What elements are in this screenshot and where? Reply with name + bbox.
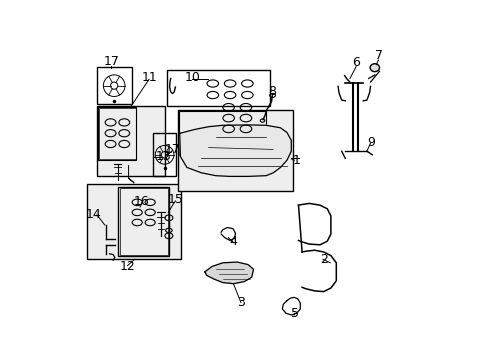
Text: 13: 13 bbox=[155, 150, 171, 163]
Bar bbox=[152, 133, 176, 176]
Text: 14: 14 bbox=[85, 208, 101, 221]
Text: 7: 7 bbox=[375, 49, 383, 62]
Text: 17: 17 bbox=[103, 55, 119, 68]
Text: 11: 11 bbox=[141, 71, 157, 84]
Text: 12: 12 bbox=[120, 260, 135, 273]
Bar bbox=[179, 111, 265, 155]
Bar bbox=[97, 67, 132, 104]
Polygon shape bbox=[179, 125, 291, 176]
Text: 10: 10 bbox=[184, 71, 200, 84]
Bar bbox=[87, 184, 181, 259]
Text: 16: 16 bbox=[134, 195, 149, 208]
Text: 1: 1 bbox=[292, 154, 300, 167]
Text: 3: 3 bbox=[237, 296, 244, 309]
Bar bbox=[99, 108, 136, 159]
Text: 2: 2 bbox=[319, 253, 327, 266]
Text: 17: 17 bbox=[164, 143, 180, 156]
Text: 4: 4 bbox=[229, 235, 237, 248]
Text: 9: 9 bbox=[366, 136, 374, 149]
Bar bbox=[98, 107, 136, 160]
Ellipse shape bbox=[369, 64, 379, 72]
Text: 5: 5 bbox=[290, 307, 298, 320]
Bar bbox=[97, 106, 165, 176]
Bar bbox=[167, 70, 269, 106]
Bar bbox=[178, 110, 292, 191]
Text: 15: 15 bbox=[168, 193, 183, 206]
Polygon shape bbox=[204, 262, 253, 284]
Text: 8: 8 bbox=[268, 85, 276, 98]
Text: 6: 6 bbox=[351, 57, 359, 69]
Bar bbox=[118, 187, 168, 256]
Bar bbox=[120, 188, 167, 255]
